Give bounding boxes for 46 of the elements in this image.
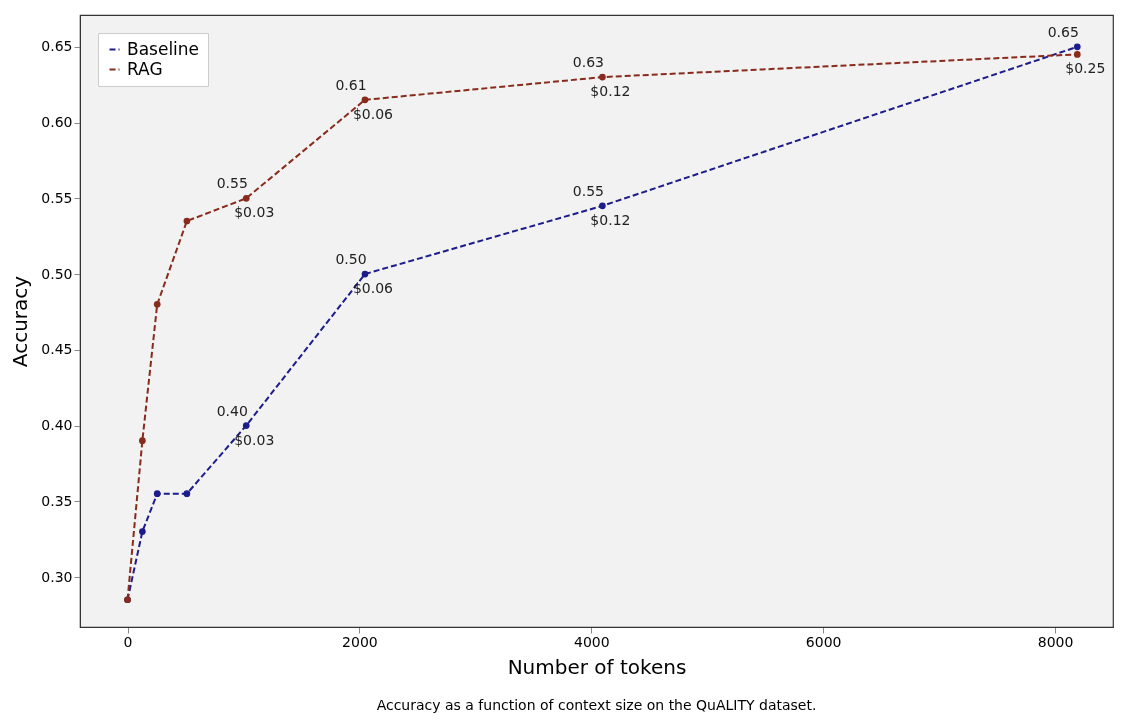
y-tick-label: 0.50 xyxy=(41,265,73,282)
point xyxy=(242,422,250,429)
point xyxy=(183,490,191,498)
point xyxy=(599,73,606,81)
data-label: 0.61 xyxy=(335,76,367,93)
point xyxy=(599,202,606,210)
annotation: $0.12 xyxy=(590,211,631,228)
data-label: 0.40 xyxy=(216,402,248,419)
data-label: 0.55 xyxy=(572,182,604,199)
data-label: 0.65 xyxy=(1047,23,1079,40)
point xyxy=(1073,43,1081,51)
data-label: 0.63 xyxy=(572,54,604,71)
data-label: 0.55 xyxy=(216,175,248,192)
point xyxy=(361,270,369,278)
legend-label: Baseline xyxy=(127,38,200,59)
point xyxy=(242,194,250,202)
y-tick-label: 0.60 xyxy=(41,114,73,131)
y-tick-label: 0.55 xyxy=(41,189,73,206)
x-tick-label: 0 xyxy=(123,633,133,650)
point xyxy=(1073,51,1081,58)
annotation: $0.03 xyxy=(234,431,275,448)
y-tick-label: 0.45 xyxy=(41,341,73,358)
x-tick-label: 4000 xyxy=(573,633,610,650)
annotation: $0.03 xyxy=(234,204,275,221)
y-tick-label: 0.65 xyxy=(41,38,73,55)
y-axis-title: Accuracy xyxy=(8,275,33,368)
data-label: 0.50 xyxy=(335,251,367,268)
annotation: $0.12 xyxy=(590,83,631,100)
y-tick-label: 0.35 xyxy=(41,492,73,509)
annotation: $0.06 xyxy=(352,105,394,122)
x-tick-label: 2000 xyxy=(342,633,378,650)
text: Accuracy as a function of context size on the QuALITY dataset. xyxy=(376,697,817,713)
point xyxy=(153,300,161,308)
point xyxy=(139,437,146,445)
x-axis-title: Number of tokens xyxy=(507,654,687,679)
point xyxy=(361,96,369,104)
x-tick-label: 6000 xyxy=(805,633,842,650)
point xyxy=(139,528,146,535)
x-tick-label: 8000 xyxy=(1037,633,1074,650)
annotation: $0.06 xyxy=(352,280,394,297)
point xyxy=(153,490,161,498)
legend-label: RAG xyxy=(127,58,163,79)
point xyxy=(183,217,191,225)
annotation: $0.25 xyxy=(1065,60,1106,77)
y-tick-label: 0.30 xyxy=(41,568,73,585)
y-tick-label: 0.40 xyxy=(41,417,73,434)
